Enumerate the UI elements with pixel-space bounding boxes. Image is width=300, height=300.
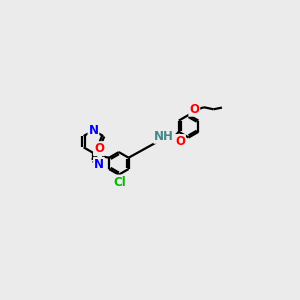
Text: O: O	[175, 135, 185, 148]
Text: NH: NH	[154, 130, 174, 143]
Text: O: O	[189, 103, 199, 116]
Text: Cl: Cl	[113, 176, 126, 188]
Text: N: N	[94, 158, 104, 171]
Text: O: O	[94, 142, 104, 155]
Text: N: N	[88, 124, 98, 137]
